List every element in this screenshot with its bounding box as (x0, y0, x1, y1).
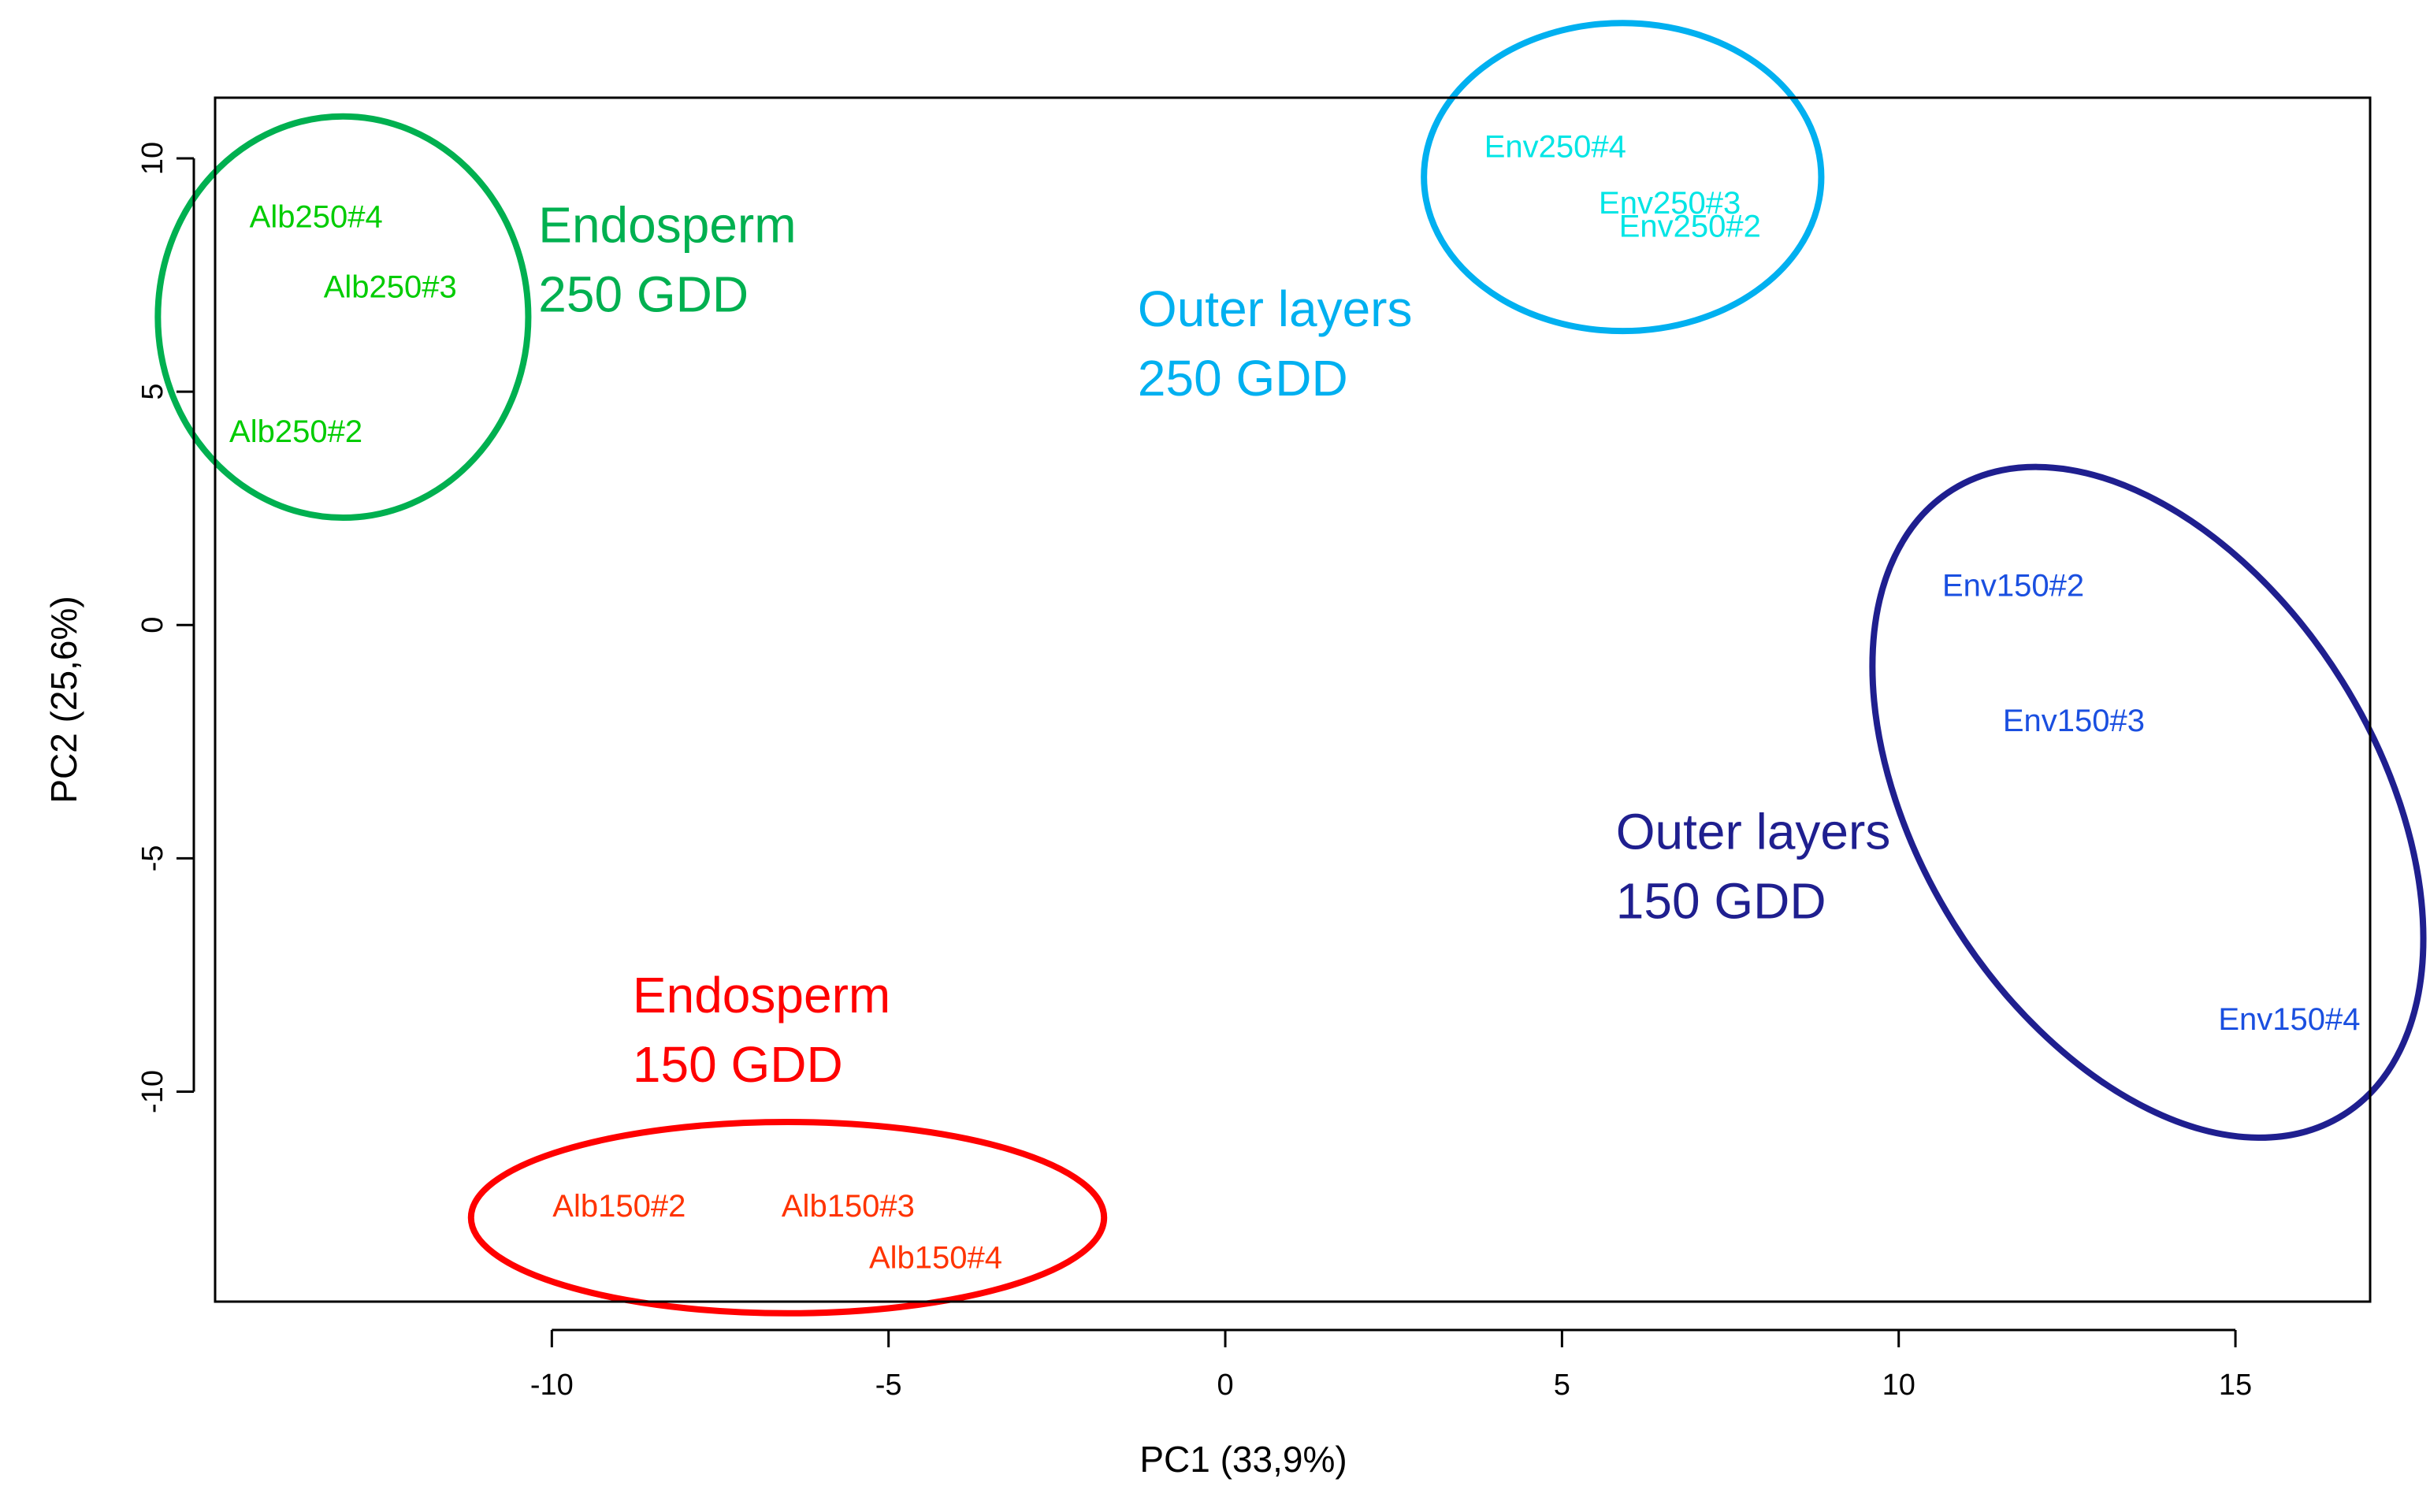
plot-frame (214, 96, 2372, 1303)
group-label-line: Outer layers (1616, 804, 1891, 860)
x-tick-label: 10 (1882, 1369, 1915, 1402)
point-env250-3: Env250#3 (1599, 186, 1741, 221)
group-label-outer-layers-250-gdd: Outer layers 250 GDD (1138, 280, 1413, 407)
point-alb150-4: Alb150#4 (869, 1240, 1002, 1275)
x-axis-title: PC1 (33,9%) (1139, 1439, 1347, 1480)
point-env150-2: Env150#2 (1942, 568, 2084, 603)
x-tick-label: -10 (530, 1369, 574, 1402)
group-label-line: Endosperm (633, 967, 890, 1023)
point-env250-2: Env250#2 (1619, 209, 1761, 243)
point-env150-3: Env150#3 (2003, 704, 2145, 738)
point-alb250-4: Alb250#4 (250, 200, 383, 235)
group-label-endosperm-250-gdd: Endosperm 250 GDD (538, 197, 796, 323)
x-tick-label: -5 (875, 1369, 902, 1402)
ellipse-endosperm-150-gdd (467, 1118, 1108, 1317)
group-ellipses (154, 20, 2427, 1317)
group-label-line: 150 GDD (1616, 873, 1826, 930)
group-label-line: Outer layers (1138, 280, 1413, 337)
y-axis: -10 -5 0 5 10 (136, 142, 195, 1113)
group-label-line: Endosperm (538, 197, 796, 254)
y-tick-label: 0 (136, 617, 169, 633)
point-labels: Alb250#4 Alb250#3 Alb250#2 Env250#4 Env250#3… (229, 130, 2360, 1276)
x-axis: -10 -5 0 5 10 15 (530, 1328, 2252, 1402)
point-alb150-3: Alb150#3 (782, 1189, 915, 1224)
group-label-line: 150 GDD (633, 1036, 843, 1093)
group-label-line: 250 GDD (1138, 350, 1348, 407)
y-axis-title: PC2 (25,6%) (43, 596, 84, 803)
ellipse-outer-layers-250-gdd (1421, 20, 1825, 335)
group-labels: Endosperm 250 GDD Outer layers 250 GDDOuter… (538, 197, 1890, 1093)
point-alb150-2: Alb150#2 (552, 1189, 686, 1224)
y-tick-label: -5 (136, 845, 169, 871)
y-tick-label: 10 (136, 142, 169, 175)
point-alb250-3: Alb250#3 (324, 269, 457, 304)
ellipse-endosperm-250-gdd (154, 113, 532, 522)
point-env250-4: Env250#4 (1484, 130, 1626, 165)
point-env150-4: Env150#4 (2218, 1002, 2360, 1037)
group-label-endosperm-150-gdd: Endosperm 150 GDD (633, 967, 890, 1093)
group-label-line: 250 GDD (538, 266, 749, 323)
x-tick-label: 0 (1217, 1369, 1233, 1402)
point-alb250-2: Alb250#2 (229, 414, 362, 449)
x-tick-label: 5 (1554, 1369, 1570, 1402)
y-tick-label: -10 (136, 1070, 169, 1113)
group-label-outer-layers-150-gdd: Outer layers 150 GDD (1616, 804, 1891, 930)
ellipse-outer-layers-150-gdd (1869, 463, 2427, 1141)
x-tick-label: 15 (2219, 1369, 2252, 1402)
y-tick-label: 5 (136, 384, 169, 400)
